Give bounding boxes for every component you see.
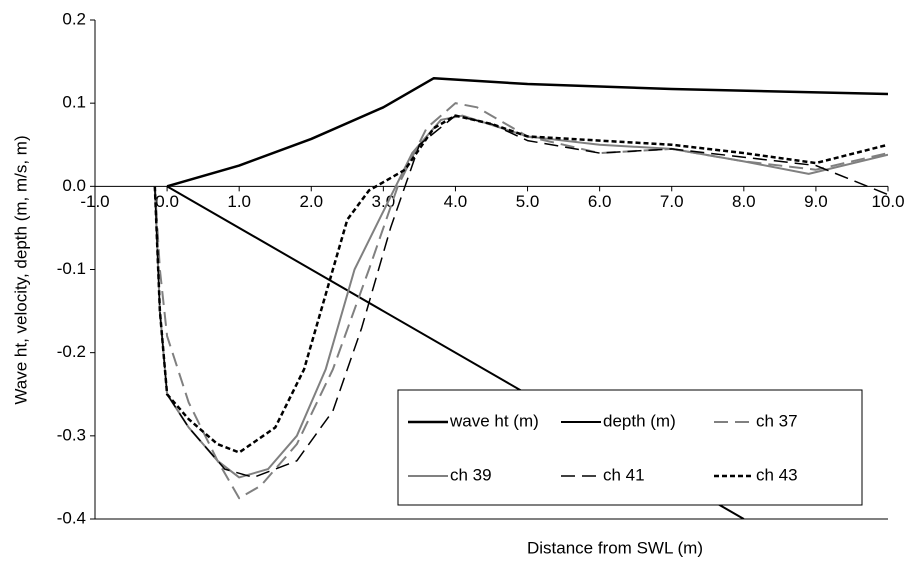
- x-tick-label: 0.0: [155, 192, 179, 211]
- series-line: [166, 76, 888, 188]
- y-tick-label: -0.2: [57, 342, 86, 361]
- y-tick-label: -0.3: [57, 425, 86, 444]
- series-line: [154, 114, 888, 479]
- legend-label: depth (m): [603, 411, 676, 430]
- x-tick-label: 10.0: [871, 192, 904, 211]
- y-tick-label: 0.2: [62, 9, 86, 28]
- y-tick-label: 0.0: [62, 176, 86, 195]
- x-tick-label: 2.0: [299, 192, 323, 211]
- legend-box: [397, 389, 863, 506]
- x-tick-label: 8.0: [732, 192, 756, 211]
- series-line: [153, 102, 888, 500]
- x-tick-label: 1.0: [227, 192, 251, 211]
- x-tick-label: 9.0: [804, 192, 828, 211]
- legend-label: ch 43: [756, 465, 798, 484]
- y-tick-label: -0.1: [57, 259, 86, 278]
- legend-label: ch 41: [603, 465, 645, 484]
- x-axis-label: Distance from SWL (m): [527, 538, 703, 557]
- legend-label: ch 39: [450, 465, 492, 484]
- legend: wave ht (m) depth (m) ch 37 ch 39 ch 41 ch 43: [397, 389, 863, 506]
- series-line: [153, 114, 888, 454]
- x-tick-label: 6.0: [588, 192, 612, 211]
- x-tick-label: 7.0: [660, 192, 684, 211]
- x-tick-label: 3.0: [372, 192, 396, 211]
- x-tick-label: 5.0: [516, 192, 540, 211]
- legend-label: ch 37: [756, 411, 798, 430]
- x-tick-label: 4.0: [444, 192, 468, 211]
- x-tick-label: -1.0: [80, 192, 109, 211]
- y-axis-label: Wave ht, velocity, depth (m, m/s, m): [11, 135, 30, 404]
- y-tick-label: 0.1: [62, 93, 86, 112]
- y-tick-label: -0.4: [57, 508, 86, 527]
- legend-label: wave ht (m): [449, 411, 539, 430]
